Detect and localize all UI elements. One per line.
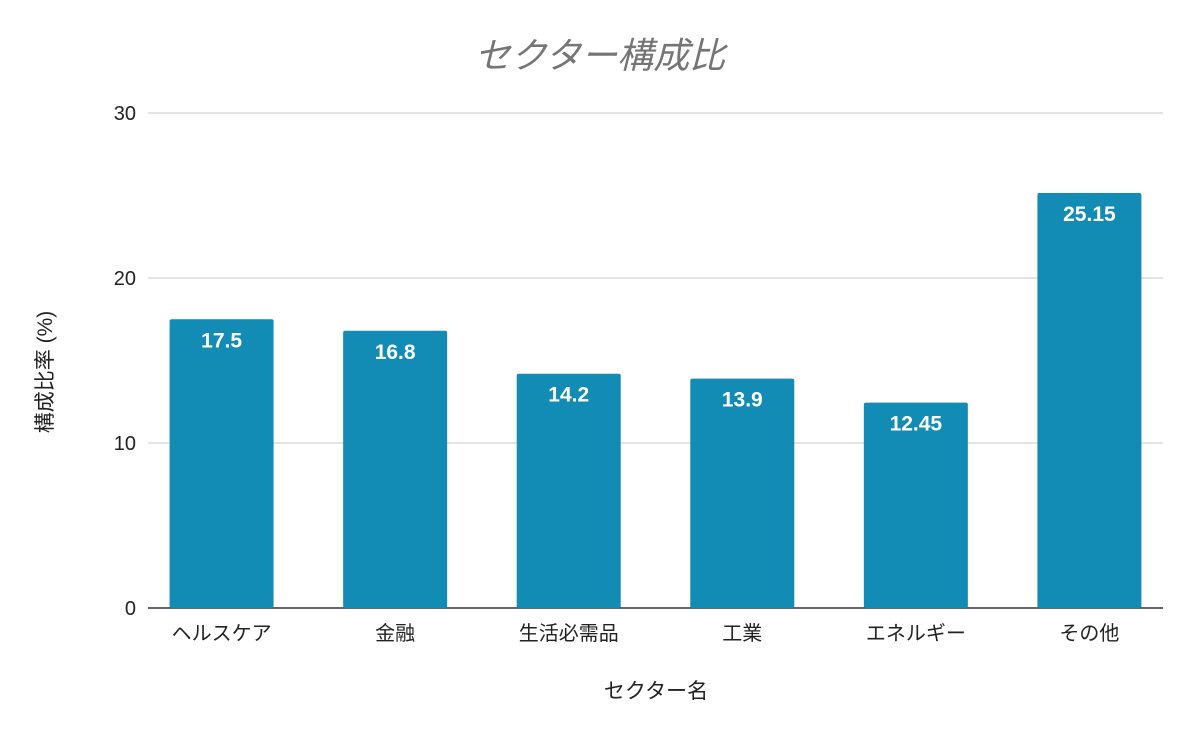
y-axis-ticks: 0 10 20 30 bbox=[114, 103, 136, 620]
bar bbox=[516, 373, 621, 608]
data-label: 17.5 bbox=[201, 329, 242, 352]
bar bbox=[169, 319, 274, 608]
x-tick-label: その他 bbox=[1059, 622, 1119, 645]
y-tick-label: 0 bbox=[125, 598, 136, 620]
x-tick-label: エネルギー bbox=[866, 622, 966, 645]
bars: 17.5 16.8 14.2 13.9 12.45 25.15 bbox=[169, 193, 1142, 608]
y-tick-label: 30 bbox=[114, 103, 136, 125]
bar bbox=[863, 402, 968, 608]
y-axis-label: 構成比率 (%) bbox=[34, 311, 57, 434]
x-tick-label: 金融 bbox=[375, 622, 415, 645]
y-tick-label: 20 bbox=[114, 268, 136, 290]
x-axis-ticks: ヘルスケア 金融 生活必需品 工業 エネルギー その他 bbox=[172, 622, 1120, 645]
data-label: 12.45 bbox=[890, 413, 943, 436]
y-tick-label: 10 bbox=[114, 433, 136, 455]
x-tick-label: 生活必需品 bbox=[519, 622, 619, 645]
data-label: 25.15 bbox=[1063, 203, 1116, 226]
bar bbox=[1037, 193, 1142, 608]
data-label: 14.2 bbox=[548, 384, 589, 407]
data-label: 16.8 bbox=[375, 341, 416, 364]
x-tick-label: ヘルスケア bbox=[172, 623, 272, 645]
bar bbox=[690, 378, 795, 608]
data-label: 13.9 bbox=[722, 389, 763, 412]
x-axis-label: セクター名 bbox=[604, 680, 708, 703]
bar bbox=[343, 330, 448, 608]
gridlines bbox=[148, 112, 1163, 609]
chart-title: セクター構成比 bbox=[475, 35, 729, 76]
x-tick-label: 工業 bbox=[722, 622, 762, 645]
